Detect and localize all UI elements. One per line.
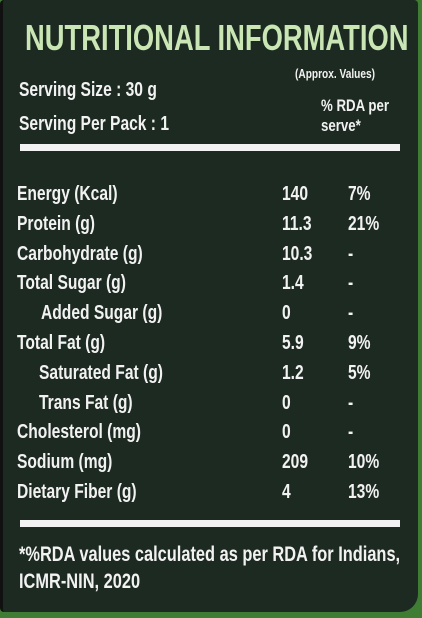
nutrient-rda: - <box>348 302 354 325</box>
rda-header: % RDA per serve* <box>321 96 390 135</box>
nutrient-name: Sodium (mg) <box>17 451 113 474</box>
nutrient-name: Protein (g) <box>17 212 95 235</box>
nutrient-name: Total Sugar (g) <box>17 272 126 295</box>
approx-note: (Approx. Values) <box>295 66 376 81</box>
nutrient-rda: 9% <box>348 332 371 354</box>
nutrient-value: 0 <box>282 391 291 414</box>
nutrient-rda: 13% <box>348 481 380 503</box>
nutrient-value: 209 <box>282 451 309 474</box>
nutrient-name: Energy (Kcal) <box>17 183 118 205</box>
nutrient-rda: - <box>348 421 354 444</box>
serving-size: Serving Size : 30 g <box>19 79 157 101</box>
nutrient-value: 5.9 <box>282 332 304 354</box>
nutrient-value: 11.3 <box>282 212 312 235</box>
nutrient-rda: 7% <box>348 183 371 205</box>
footnote: *%RDA values calculated as per RDA for I… <box>19 543 401 593</box>
nutrient-rda: - <box>348 272 354 295</box>
divider <box>20 144 400 151</box>
nutrient-name: Saturated Fat (g) <box>39 361 163 384</box>
nutrient-rda: - <box>348 391 354 414</box>
nutrient-rda: 21% <box>348 212 380 235</box>
divider <box>20 520 400 527</box>
nutrient-value: 140 <box>282 183 309 205</box>
serving-per-pack: Serving Per Pack : 1 <box>19 113 170 135</box>
nutrient-value: 1.2 <box>282 361 304 384</box>
nutrient-rda: 10% <box>348 451 380 474</box>
nutrient-name: Trans Fat (g) <box>39 391 133 414</box>
nutrient-value: 1.4 <box>282 272 304 295</box>
nutrient-value: 0 <box>282 302 291 325</box>
nutrient-name: Carbohydrate (g) <box>17 242 143 265</box>
nutrient-value: 0 <box>282 421 291 444</box>
nutrient-rda: 5% <box>348 361 371 384</box>
nutrient-value: 4 <box>282 481 291 503</box>
nutrient-name: Added Sugar (g) <box>41 302 163 325</box>
nutrient-value: 10.3 <box>282 242 313 265</box>
nutrient-name: Dietary Fiber (g) <box>17 481 137 503</box>
nutrient-name: Total Fat (g) <box>17 332 106 354</box>
nutrient-name: Cholesterol (mg) <box>17 421 141 444</box>
title: NUTRITIONAL INFORMATION <box>25 17 409 58</box>
nutrient-rda: - <box>348 242 354 265</box>
